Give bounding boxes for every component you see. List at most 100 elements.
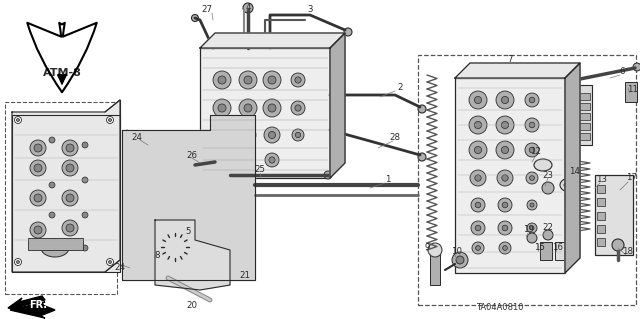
Bar bbox=[200, 48, 330, 178]
Polygon shape bbox=[565, 63, 580, 273]
Polygon shape bbox=[200, 33, 345, 48]
Circle shape bbox=[525, 118, 539, 132]
Circle shape bbox=[529, 122, 535, 128]
Circle shape bbox=[474, 96, 482, 104]
Bar bbox=[572, 93, 590, 100]
Circle shape bbox=[66, 224, 74, 232]
Polygon shape bbox=[10, 302, 55, 318]
Circle shape bbox=[474, 122, 482, 129]
Circle shape bbox=[501, 146, 509, 154]
Bar bbox=[597, 238, 605, 246]
Circle shape bbox=[530, 175, 534, 181]
Circle shape bbox=[476, 246, 481, 250]
Bar bbox=[555, 242, 565, 260]
Text: 26: 26 bbox=[186, 151, 198, 160]
Text: 14: 14 bbox=[570, 167, 580, 176]
Circle shape bbox=[418, 153, 426, 161]
Circle shape bbox=[66, 164, 74, 172]
Circle shape bbox=[475, 225, 481, 231]
Bar bbox=[28, 238, 83, 250]
Text: 19: 19 bbox=[523, 226, 533, 234]
Circle shape bbox=[171, 243, 179, 251]
Circle shape bbox=[502, 225, 508, 231]
Text: 5: 5 bbox=[185, 227, 191, 236]
Ellipse shape bbox=[203, 253, 227, 268]
Circle shape bbox=[498, 198, 512, 212]
Bar bbox=[572, 133, 590, 140]
Circle shape bbox=[49, 212, 55, 218]
Circle shape bbox=[136, 181, 144, 189]
Circle shape bbox=[244, 131, 252, 138]
Circle shape bbox=[243, 3, 253, 13]
Bar bbox=[572, 103, 590, 110]
Ellipse shape bbox=[199, 249, 231, 271]
Circle shape bbox=[241, 153, 255, 167]
Text: 7: 7 bbox=[508, 56, 513, 64]
Circle shape bbox=[202, 130, 208, 136]
Text: FR.: FR. bbox=[29, 300, 47, 310]
Circle shape bbox=[501, 122, 509, 129]
Bar bbox=[595, 175, 633, 255]
Text: 28: 28 bbox=[390, 133, 401, 143]
Circle shape bbox=[525, 143, 539, 157]
Circle shape bbox=[49, 182, 55, 188]
Circle shape bbox=[543, 230, 553, 240]
Circle shape bbox=[263, 71, 281, 89]
Circle shape bbox=[30, 160, 46, 176]
Circle shape bbox=[269, 157, 275, 163]
Circle shape bbox=[295, 105, 301, 111]
Circle shape bbox=[17, 261, 19, 263]
Circle shape bbox=[106, 116, 113, 123]
Circle shape bbox=[15, 116, 22, 123]
Circle shape bbox=[178, 243, 192, 257]
Circle shape bbox=[109, 261, 111, 263]
Bar bbox=[597, 225, 605, 233]
Circle shape bbox=[295, 77, 301, 83]
Circle shape bbox=[82, 142, 88, 148]
Circle shape bbox=[135, 160, 145, 170]
Circle shape bbox=[527, 223, 537, 233]
Circle shape bbox=[525, 93, 539, 107]
Circle shape bbox=[106, 258, 113, 265]
Bar bbox=[455, 78, 565, 273]
Circle shape bbox=[124, 272, 130, 278]
Circle shape bbox=[452, 252, 468, 268]
Circle shape bbox=[34, 144, 42, 152]
Polygon shape bbox=[122, 115, 255, 280]
Text: 25: 25 bbox=[255, 166, 266, 174]
Circle shape bbox=[428, 243, 442, 257]
Circle shape bbox=[49, 137, 55, 143]
Text: 13: 13 bbox=[596, 175, 607, 184]
Circle shape bbox=[295, 132, 301, 138]
Circle shape bbox=[181, 181, 189, 189]
Circle shape bbox=[213, 71, 231, 89]
Circle shape bbox=[527, 233, 537, 243]
Circle shape bbox=[181, 221, 189, 229]
Bar bbox=[597, 185, 605, 193]
Text: 11: 11 bbox=[627, 85, 639, 94]
Text: 18: 18 bbox=[623, 248, 634, 256]
Text: 16: 16 bbox=[552, 243, 563, 253]
Circle shape bbox=[62, 190, 78, 206]
Bar bbox=[430, 250, 440, 285]
Circle shape bbox=[265, 153, 279, 167]
Circle shape bbox=[30, 222, 46, 238]
Circle shape bbox=[30, 190, 46, 206]
Circle shape bbox=[202, 272, 208, 278]
Circle shape bbox=[526, 172, 538, 184]
Circle shape bbox=[529, 147, 535, 153]
Circle shape bbox=[527, 200, 537, 210]
Text: FR.: FR. bbox=[31, 303, 49, 313]
Circle shape bbox=[30, 140, 46, 156]
Circle shape bbox=[66, 194, 74, 202]
Text: 12: 12 bbox=[531, 147, 541, 157]
Circle shape bbox=[497, 170, 513, 186]
Bar bbox=[570, 85, 592, 145]
Text: 10: 10 bbox=[451, 248, 463, 256]
Bar bbox=[418, 55, 636, 305]
Circle shape bbox=[469, 141, 487, 159]
Circle shape bbox=[49, 245, 55, 251]
Text: 2: 2 bbox=[397, 84, 403, 93]
Circle shape bbox=[82, 177, 88, 183]
Bar bbox=[5, 102, 117, 294]
